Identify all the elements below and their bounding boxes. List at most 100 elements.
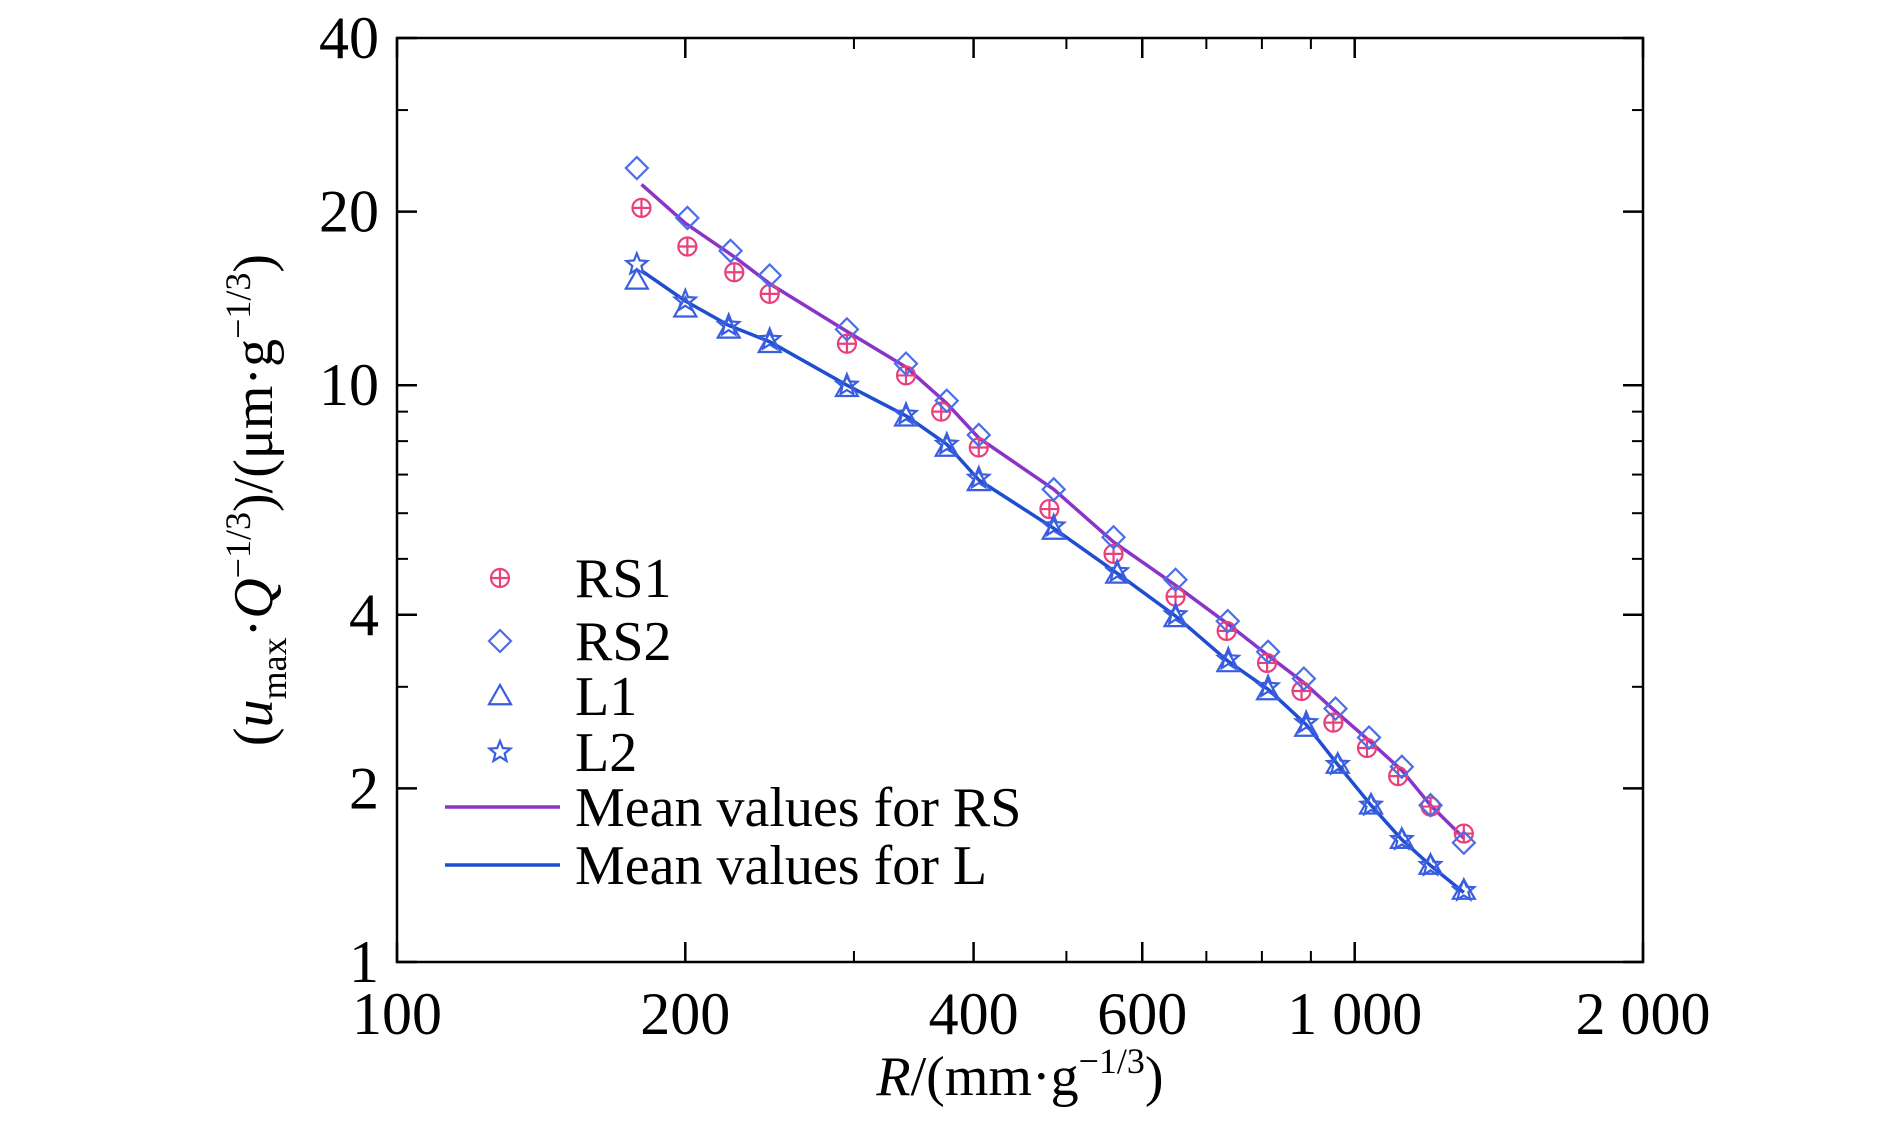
series-3-point-shape: [1324, 750, 1352, 776]
x-axis-title-var: R: [875, 1046, 910, 1108]
y-tick-label: 20: [319, 179, 379, 245]
legend-label: RS2: [575, 611, 672, 673]
legend-label: L2: [575, 722, 637, 784]
y-axis-title-dot: ·: [223, 619, 285, 638]
series-2-point-shape: [1324, 751, 1351, 774]
series-1-point-shape: [1041, 476, 1067, 502]
series-1-point: [624, 155, 650, 181]
y-axis-title-exp2: −1/3: [218, 273, 258, 339]
series-1-point-shape: [1451, 830, 1477, 856]
series-2-point: [1324, 751, 1351, 774]
legend-marker-swatch: [487, 628, 513, 654]
series-1-point: [1322, 696, 1349, 722]
series-2-point: [1358, 791, 1384, 815]
series-3-point-shape: [1040, 512, 1068, 538]
series-1-point-shape: [934, 388, 960, 414]
series-2-point-shape: [1450, 877, 1477, 900]
series-1-point: [1100, 524, 1127, 550]
series-2-point-shape: [1417, 852, 1444, 875]
series-1-point: [1291, 666, 1317, 692]
x-axis-title-unit: /(mm·g: [911, 1046, 1079, 1108]
series-3-point-shape: [1103, 557, 1131, 584]
plot-frame: [395, 36, 1645, 964]
series-0-point: [1291, 680, 1312, 702]
series-2-point: [1417, 852, 1444, 875]
series-3-point: [933, 430, 961, 456]
series-3-point-shape: [892, 400, 920, 426]
series-line-5: [640, 269, 1465, 894]
series-3-point: [715, 311, 743, 337]
series-1-point: [757, 262, 783, 289]
series-1-point: [1356, 724, 1382, 751]
y-axis-title-sub: max: [254, 637, 294, 699]
y-tick-label: 10: [319, 352, 379, 418]
legend-marker-swatch: [489, 567, 511, 589]
series-1-point-shape: [1100, 524, 1127, 550]
y-axis-title-close: ): [223, 254, 285, 273]
legend-marker-swatch-shape: [487, 628, 513, 654]
series-3-point: [965, 464, 993, 490]
legend-marker-swatch-shape: [487, 682, 513, 706]
series-1-point: [1389, 754, 1415, 780]
x-tick-label: 2 000: [1576, 981, 1711, 1047]
y-axis-title-mid: )/(μm·g: [223, 339, 285, 512]
series-3-point-shape: [1417, 851, 1444, 877]
series-0-point: [1453, 823, 1474, 844]
series-2-point: [1450, 877, 1477, 900]
series-3-point: [1162, 600, 1189, 627]
x-tick-label: 100: [352, 981, 442, 1047]
series-1-point: [1451, 830, 1477, 856]
y-tick-label: 40: [319, 5, 379, 71]
x-tick-label: 1 000: [1287, 981, 1422, 1047]
legend-item: RS1: [489, 548, 672, 610]
series-3-point: [756, 325, 784, 351]
series-3-point: [1388, 825, 1416, 851]
series-1-point-shape: [1162, 567, 1189, 593]
series-3-point-shape: [833, 371, 861, 397]
legend-item: Mean values for L: [445, 835, 987, 897]
x-axis-title: R/(mm·g−1/3): [875, 1041, 1163, 1108]
y-axis-title-exp1: −1/3: [218, 512, 258, 578]
legend-item: L1: [487, 666, 637, 728]
series-3-point: [1215, 645, 1242, 671]
series-0-point: [836, 333, 858, 354]
series-2-point-shape: [623, 267, 650, 290]
series-3-point-shape: [1254, 672, 1282, 699]
series-1-point-shape: [1255, 639, 1281, 665]
series-3-point: [1417, 851, 1444, 877]
series-3-point-shape: [933, 430, 961, 456]
series-1-point: [834, 316, 860, 342]
series-lines: [640, 183, 1466, 894]
y-axis-title-u: u: [223, 699, 285, 727]
series-1-point: [1162, 567, 1189, 593]
series-1-point: [1255, 639, 1281, 665]
legend-label: Mean values for RS: [575, 777, 1021, 839]
series-0-point: [724, 262, 745, 283]
series-2-point: [1388, 826, 1415, 849]
series-1-point-shape: [966, 422, 992, 448]
legend-label: Mean values for L: [575, 835, 987, 897]
series-3-point: [1357, 791, 1385, 817]
series-3-point-shape: [1162, 600, 1189, 627]
axes: 100 200 400 600 1 000 2 000 1 2 4 10 20 40: [319, 5, 1711, 1047]
series-1-point: [1041, 476, 1067, 502]
series-1-point-shape: [1322, 696, 1349, 722]
series-3-point: [1292, 708, 1320, 735]
series-3-point-shape: [1215, 645, 1242, 671]
series-3-point-shape: [1388, 825, 1416, 851]
series-3-point-shape: [1450, 876, 1478, 902]
x-axis-title-exp: −1/3: [1079, 1041, 1145, 1081]
series-1-point: [674, 205, 700, 231]
series-3-point: [623, 250, 651, 276]
y-tick-label: 2: [349, 755, 379, 821]
y-tick-label: 1: [349, 929, 379, 995]
series-1-point-shape: [834, 316, 860, 342]
series-0-point: [1039, 498, 1060, 520]
series-1-point-shape: [1389, 754, 1415, 780]
y-tick-label: 4: [349, 582, 379, 648]
series-1-point: [934, 388, 960, 414]
series-3-point-shape: [715, 311, 743, 337]
legend-marker-swatch-shape: [486, 738, 514, 764]
